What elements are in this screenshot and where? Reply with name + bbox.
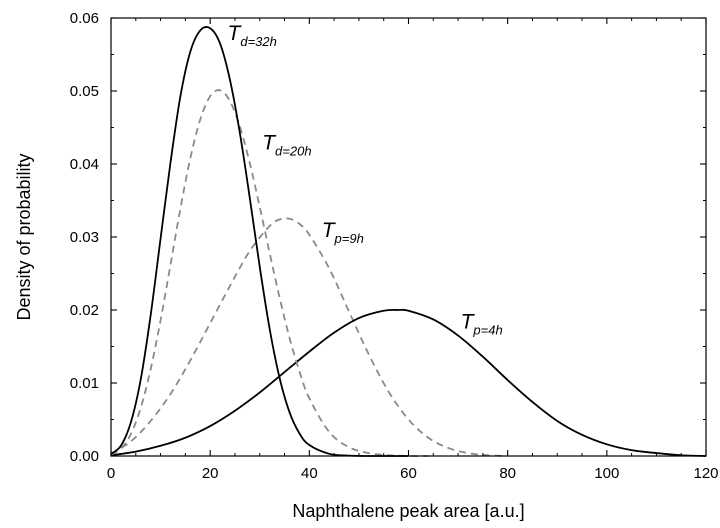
y-tick-label: 0.02 [70, 302, 99, 319]
series-line-t-d-20h [110, 89, 429, 457]
x-tick-label: 60 [400, 465, 417, 482]
curves-layer [110, 26, 707, 457]
series-line-t-p-4h [110, 308, 707, 457]
series-line-t-d-32h [110, 26, 409, 457]
y-tick-label: 0.03 [70, 229, 99, 246]
x-tick-label: 100 [594, 465, 619, 482]
x-tick-label: 0 [107, 465, 115, 482]
y-tick-label: 0.05 [70, 83, 99, 100]
y-tick-label: 0.04 [70, 156, 99, 173]
y-tick-label: 0.06 [70, 10, 99, 27]
series-label: Tp=9h [322, 219, 364, 246]
x-tick-label: 40 [301, 465, 318, 482]
series-line-t-p-9h [110, 217, 508, 457]
x-tick-label: 120 [693, 465, 718, 482]
series-label: Tp=4h [461, 310, 503, 337]
curve-labels-layer: Td=32h Td=20h Tp=9h Tp=4h [228, 22, 503, 337]
y-tick-label: 0.01 [70, 375, 99, 392]
x-axis-title: Naphthalene peak area [a.u.] [292, 501, 524, 521]
y-tick-label: 0.00 [70, 448, 99, 465]
plot-frame [110, 17, 707, 457]
ticks-layer: 0 20 40 60 80 100 120 0.00 0.01 0.02 0.03 0.04 0.05 0… [70, 10, 719, 482]
x-tick-label: 20 [202, 465, 219, 482]
series-label: Td=20h [262, 131, 311, 158]
series-label: Td=32h [228, 22, 277, 49]
x-tick-label: 80 [499, 465, 516, 482]
y-axis-title: Density of probability [14, 153, 34, 320]
